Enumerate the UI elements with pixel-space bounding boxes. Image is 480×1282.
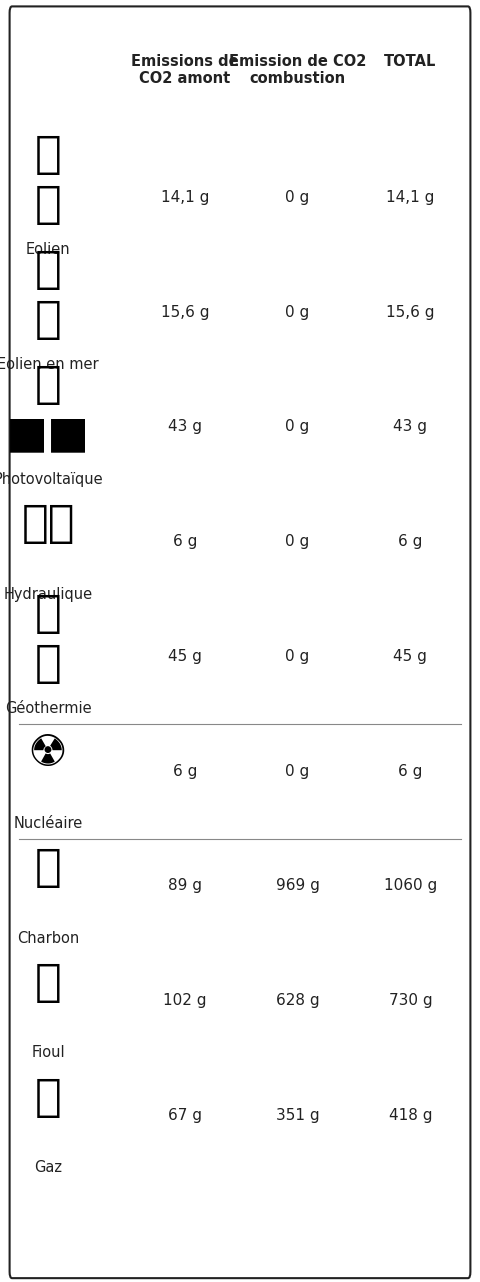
Text: 🛢️: 🛢️ bbox=[35, 1076, 61, 1119]
Text: 🏠
🔥: 🏠 🔥 bbox=[35, 592, 61, 685]
Text: 0 g: 0 g bbox=[286, 305, 310, 319]
Text: 6 g: 6 g bbox=[398, 535, 422, 549]
Text: 43 g: 43 g bbox=[394, 419, 427, 435]
Text: 0 g: 0 g bbox=[286, 649, 310, 664]
Text: 418 g: 418 g bbox=[389, 1108, 432, 1123]
Text: 43 g: 43 g bbox=[168, 419, 202, 435]
Text: 89 g: 89 g bbox=[168, 878, 202, 894]
Text: 0 g: 0 g bbox=[286, 419, 310, 435]
Text: 0 g: 0 g bbox=[286, 190, 310, 205]
Text: 🌞
■■: 🌞 ■■ bbox=[6, 363, 90, 455]
Text: 45 g: 45 g bbox=[168, 649, 202, 664]
Text: 14,1 g: 14,1 g bbox=[161, 190, 209, 205]
Text: TOTAL: TOTAL bbox=[384, 54, 437, 69]
Text: Eolien en mer: Eolien en mer bbox=[0, 358, 99, 372]
Text: ⛏️: ⛏️ bbox=[35, 846, 61, 890]
Text: 67 g: 67 g bbox=[168, 1108, 202, 1123]
Text: 102 g: 102 g bbox=[163, 994, 206, 1008]
Text: 0 g: 0 g bbox=[286, 764, 310, 778]
Text: 45 g: 45 g bbox=[394, 649, 427, 664]
Text: Nucléaire: Nucléaire bbox=[13, 817, 83, 831]
Text: 15,6 g: 15,6 g bbox=[386, 305, 435, 319]
Text: Eolien: Eolien bbox=[26, 242, 70, 258]
Text: Hydraulique: Hydraulique bbox=[3, 587, 93, 601]
Text: 💨
🏔: 💨 🏔 bbox=[35, 133, 61, 226]
Text: 6 g: 6 g bbox=[398, 764, 422, 778]
Text: Gaz: Gaz bbox=[34, 1160, 62, 1176]
Text: 15,6 g: 15,6 g bbox=[160, 305, 209, 319]
Text: 6 g: 6 g bbox=[173, 764, 197, 778]
Text: ⛽: ⛽ bbox=[35, 962, 61, 1004]
FancyBboxPatch shape bbox=[10, 6, 470, 1278]
Text: 628 g: 628 g bbox=[276, 994, 319, 1008]
Text: 1060 g: 1060 g bbox=[384, 878, 437, 894]
Text: 969 g: 969 g bbox=[276, 878, 320, 894]
Text: 14,1 g: 14,1 g bbox=[386, 190, 434, 205]
Text: 351 g: 351 g bbox=[276, 1108, 319, 1123]
Text: Photovoltaïque: Photovoltaïque bbox=[0, 472, 103, 487]
Text: 6 g: 6 g bbox=[173, 535, 197, 549]
Text: 0 g: 0 g bbox=[286, 535, 310, 549]
Text: Géothermie: Géothermie bbox=[5, 701, 91, 717]
Text: Emission de CO2
combustion: Emission de CO2 combustion bbox=[229, 54, 366, 86]
Text: 💨
🌊: 💨 🌊 bbox=[35, 247, 61, 341]
Text: 730 g: 730 g bbox=[389, 994, 432, 1008]
Text: Charbon: Charbon bbox=[17, 931, 79, 946]
Text: ☢️: ☢️ bbox=[28, 732, 68, 774]
Text: 💧💧: 💧💧 bbox=[21, 503, 75, 545]
Text: Fioul: Fioul bbox=[31, 1046, 65, 1060]
Text: Emissions de
CO2 amont: Emissions de CO2 amont bbox=[131, 54, 239, 86]
